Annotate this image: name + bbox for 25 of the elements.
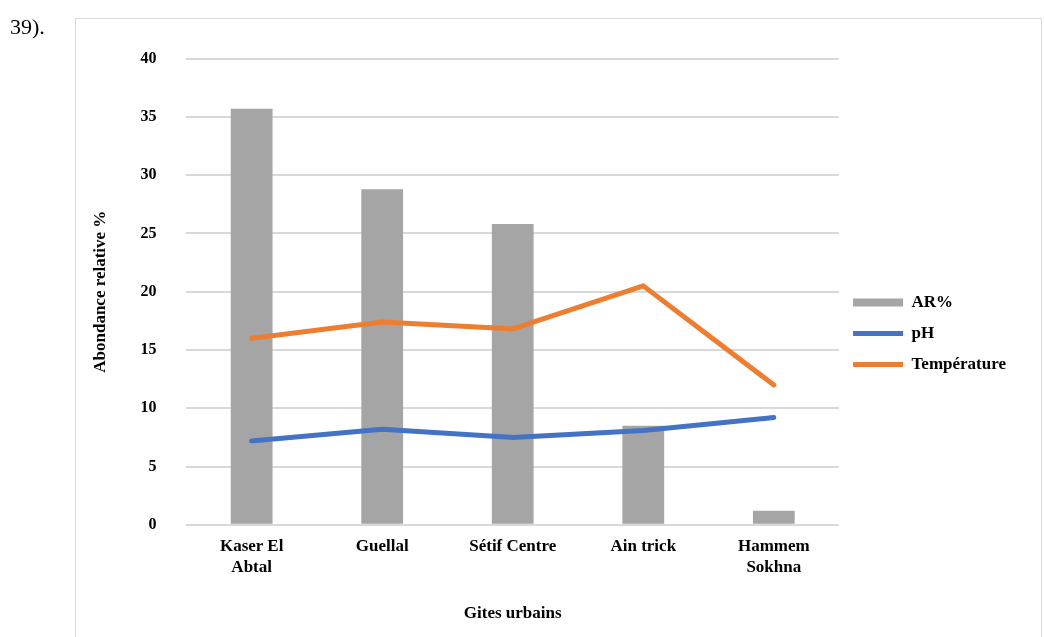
- legend-label: AR%: [911, 291, 954, 311]
- y-tick-label: 25: [140, 223, 157, 241]
- legend-label: Température: [911, 353, 1007, 373]
- x-tick-label: Ain trick: [610, 536, 677, 556]
- y-axis-title: Abondance relative %: [89, 210, 109, 373]
- y-tick-label: 40: [140, 48, 157, 66]
- y-tick-label: 35: [140, 107, 157, 125]
- bar: [491, 224, 534, 524]
- y-tick-label: 15: [140, 340, 157, 358]
- legend-label: pH: [911, 322, 935, 342]
- text: 39).: [10, 14, 45, 40]
- bar: [622, 425, 665, 524]
- x-tick-label: Sétif Centre: [469, 536, 557, 556]
- y-tick-label: 30: [140, 165, 157, 183]
- y-tick-label: 20: [140, 281, 157, 299]
- y-tick-label: 5: [148, 456, 157, 474]
- x-tick-label: Hammem Sokhna: [737, 536, 810, 576]
- bar: [230, 108, 273, 524]
- x-tick-label: Guellal: [355, 536, 409, 556]
- x-tick-label: Kaser El Abtal: [219, 536, 284, 576]
- y-tick-label: 0: [148, 514, 157, 532]
- bar: [361, 189, 404, 524]
- x-axis-title: Gites urbains: [463, 603, 562, 623]
- y-tick-label: 10: [140, 398, 157, 416]
- bar: [752, 510, 795, 524]
